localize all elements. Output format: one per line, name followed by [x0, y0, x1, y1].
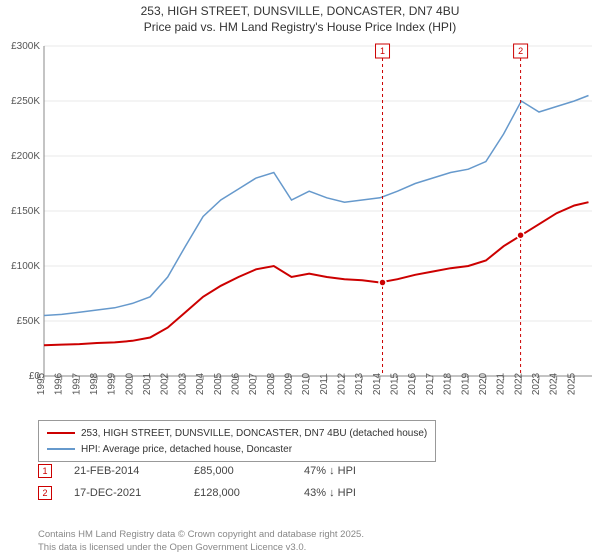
svg-text:£200K: £200K: [11, 151, 40, 162]
footer-line-2: This data is licensed under the Open Gov…: [38, 542, 364, 554]
svg-text:2018: 2018: [443, 372, 454, 395]
legend-item-price-paid: 253, HIGH STREET, DUNSVILLE, DONCASTER, …: [47, 425, 427, 441]
legend-swatch-blue: [47, 448, 75, 450]
svg-text:1: 1: [380, 46, 385, 56]
svg-text:1999: 1999: [107, 372, 118, 395]
annotation-delta-1: 47% ↓ HPI: [304, 465, 356, 477]
annotation-price-2: £128,000: [194, 487, 304, 499]
svg-text:2008: 2008: [266, 372, 277, 395]
svg-text:2007: 2007: [248, 372, 259, 395]
svg-text:2005: 2005: [213, 372, 224, 395]
svg-text:2017: 2017: [425, 372, 436, 395]
svg-text:2014: 2014: [372, 372, 383, 395]
annotation-row-2: 2 17-DEC-2021 £128,000 43% ↓ HPI: [38, 482, 356, 504]
svg-text:2: 2: [518, 46, 523, 56]
annotation-delta-2: 43% ↓ HPI: [304, 487, 356, 499]
svg-text:2003: 2003: [177, 372, 188, 395]
svg-text:2019: 2019: [460, 372, 471, 395]
svg-text:2001: 2001: [142, 372, 153, 395]
title-line-2: Price paid vs. HM Land Registry's House …: [0, 20, 600, 36]
svg-text:2002: 2002: [160, 372, 171, 395]
svg-text:£300K: £300K: [11, 41, 40, 52]
footer-line-1: Contains HM Land Registry data © Crown c…: [38, 529, 364, 541]
svg-text:2024: 2024: [549, 372, 560, 395]
legend: 253, HIGH STREET, DUNSVILLE, DONCASTER, …: [38, 420, 436, 462]
annotation-row-1: 1 21-FEB-2014 £85,000 47% ↓ HPI: [38, 460, 356, 482]
svg-text:2000: 2000: [124, 372, 135, 395]
svg-text:2020: 2020: [478, 372, 489, 395]
chart-title-block: 253, HIGH STREET, DUNSVILLE, DONCASTER, …: [0, 0, 600, 37]
svg-text:2013: 2013: [354, 372, 365, 395]
chart-area: £0£50K£100K£150K£200K£250K£300K199519961…: [6, 40, 594, 410]
svg-text:2010: 2010: [301, 372, 312, 395]
svg-text:2015: 2015: [390, 372, 401, 395]
svg-text:1997: 1997: [71, 372, 82, 395]
svg-text:1996: 1996: [54, 372, 65, 395]
legend-swatch-red: [47, 432, 75, 434]
svg-text:2012: 2012: [337, 372, 348, 395]
legend-label-0: 253, HIGH STREET, DUNSVILLE, DONCASTER, …: [81, 428, 427, 439]
svg-text:1995: 1995: [36, 372, 47, 395]
annotation-price-1: £85,000: [194, 465, 304, 477]
annotation-marker-2: 2: [38, 486, 52, 500]
svg-text:£250K: £250K: [11, 96, 40, 107]
legend-label-1: HPI: Average price, detached house, Donc…: [81, 444, 292, 455]
annotation-marker-1-label: 1: [42, 466, 47, 476]
svg-text:2025: 2025: [566, 372, 577, 395]
svg-text:2009: 2009: [283, 372, 294, 395]
annotation-marker-1: 1: [38, 464, 52, 478]
annotation-marker-2-label: 2: [42, 488, 47, 498]
annotation-rows: 1 21-FEB-2014 £85,000 47% ↓ HPI 2 17-DEC…: [38, 460, 356, 504]
svg-text:2021: 2021: [496, 372, 507, 395]
svg-text:2023: 2023: [531, 372, 542, 395]
svg-text:2011: 2011: [319, 373, 330, 395]
title-line-1: 253, HIGH STREET, DUNSVILLE, DONCASTER, …: [0, 4, 600, 20]
svg-text:2006: 2006: [230, 372, 241, 395]
chart-svg: £0£50K£100K£150K£200K£250K£300K199519961…: [6, 40, 594, 410]
svg-text:2004: 2004: [195, 372, 206, 395]
svg-text:£100K: £100K: [11, 261, 40, 272]
legend-item-hpi: HPI: Average price, detached house, Donc…: [47, 441, 427, 457]
footer: Contains HM Land Registry data © Crown c…: [38, 529, 364, 554]
annotation-date-1: 21-FEB-2014: [74, 465, 194, 477]
svg-text:2016: 2016: [407, 372, 418, 395]
svg-text:1998: 1998: [89, 372, 100, 395]
annotation-date-2: 17-DEC-2021: [74, 487, 194, 499]
svg-text:£50K: £50K: [17, 316, 41, 327]
svg-text:£150K: £150K: [11, 206, 40, 217]
svg-text:2022: 2022: [513, 372, 524, 395]
